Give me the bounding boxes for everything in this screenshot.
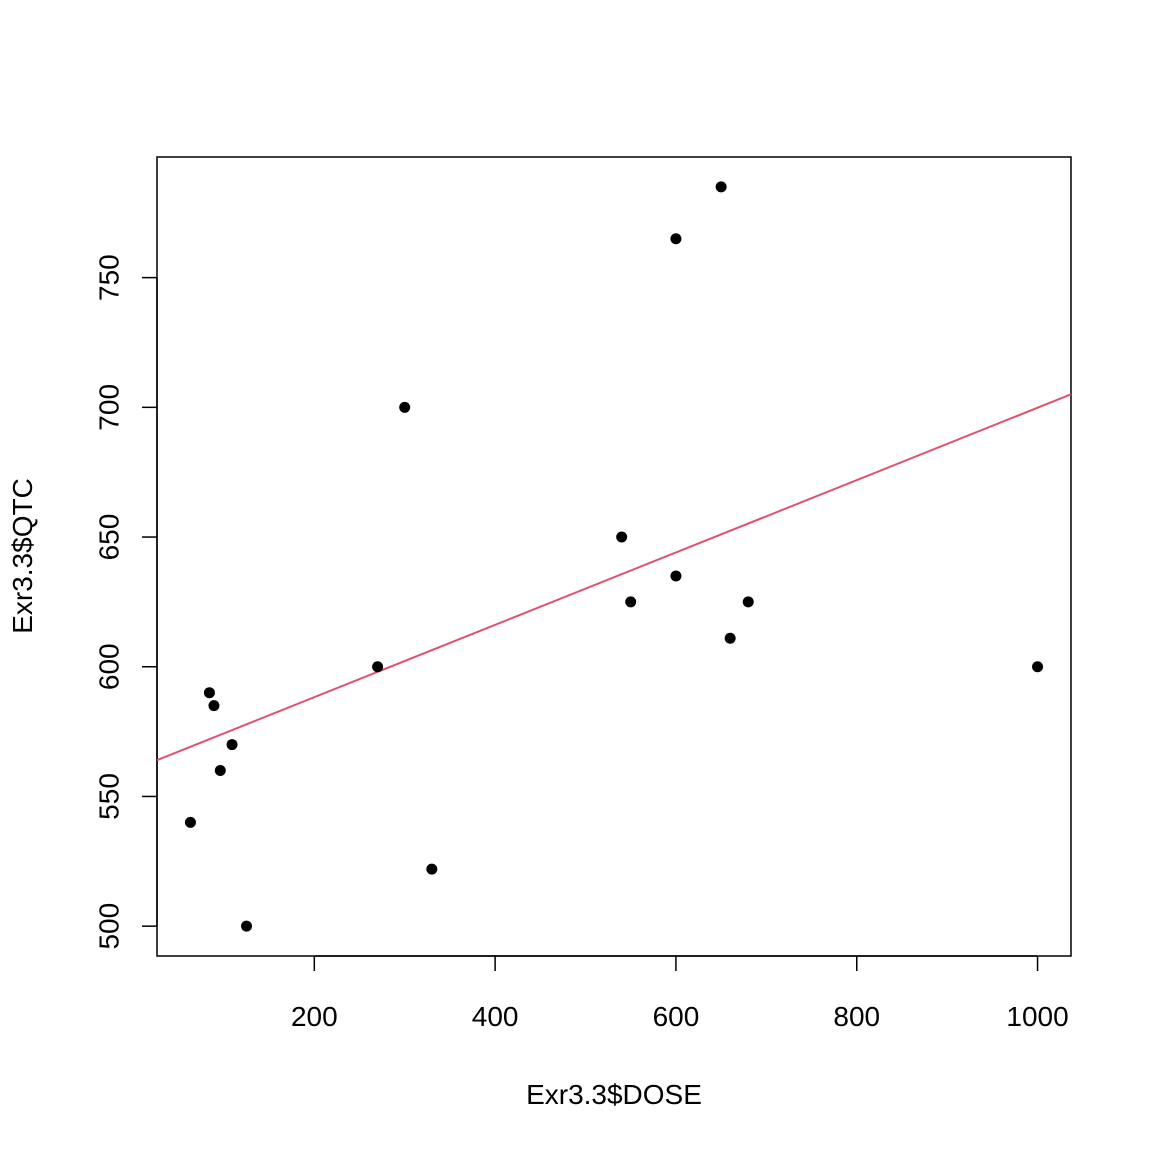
x-tick-label: 600 xyxy=(653,1001,700,1032)
data-point xyxy=(241,920,253,932)
data-point xyxy=(715,181,727,193)
y-axis: 500 550 600 650 700 750 xyxy=(94,254,158,950)
points-layer xyxy=(184,181,1044,932)
data-point xyxy=(399,401,411,413)
data-point xyxy=(372,661,384,673)
data-point xyxy=(724,632,736,644)
x-tick-label: 800 xyxy=(833,1001,880,1032)
x-axis: 200 400 600 800 1000 xyxy=(291,955,1069,1032)
y-tick-label: 650 xyxy=(94,514,125,561)
x-tick-label: 400 xyxy=(472,1001,519,1032)
fit-line-layer xyxy=(156,393,1072,762)
data-point xyxy=(184,816,196,828)
data-point xyxy=(625,596,637,608)
y-tick-label: 500 xyxy=(94,903,125,950)
y-tick-label: 600 xyxy=(94,643,125,690)
data-point xyxy=(616,531,628,543)
y-tick-label: 550 xyxy=(94,773,125,820)
data-point xyxy=(1032,661,1044,673)
y-axis-label: Exr3.3$QTC xyxy=(7,478,38,634)
x-tick-label: 200 xyxy=(291,1001,338,1032)
y-tick-label: 700 xyxy=(94,384,125,431)
regression-line xyxy=(156,393,1072,762)
data-point xyxy=(742,596,754,608)
data-point xyxy=(670,570,682,582)
data-point xyxy=(670,233,682,245)
data-point xyxy=(208,700,220,712)
x-tick-label: 1000 xyxy=(1006,1001,1068,1032)
data-point xyxy=(203,687,215,699)
x-axis-label: Exr3.3$DOSE xyxy=(526,1079,702,1110)
data-point xyxy=(214,765,226,777)
y-tick-label: 750 xyxy=(94,254,125,301)
data-point xyxy=(426,863,438,875)
data-point xyxy=(226,739,238,751)
